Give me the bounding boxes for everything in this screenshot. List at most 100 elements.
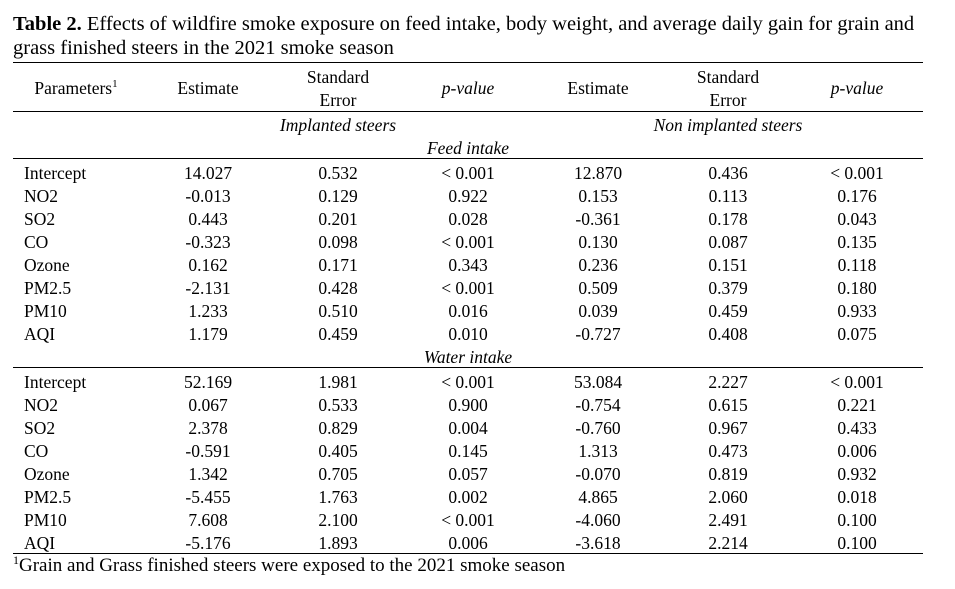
caption-label: Table 2. — [13, 13, 82, 35]
table-cell: 1.233 — [188, 301, 228, 321]
table-cell: 0.153 — [578, 186, 618, 206]
table-cell: 0.178 — [708, 209, 748, 229]
table-cell: 0.098 — [318, 232, 358, 252]
table-cell: -0.754 — [575, 395, 621, 415]
header-parameters-sup: 1 — [112, 78, 118, 90]
table-cell: -0.323 — [185, 232, 231, 252]
table-cell: 0.113 — [708, 186, 748, 206]
row-parameter: Ozone — [24, 464, 70, 484]
table-cell: 0.129 — [318, 186, 358, 206]
row-parameter: PM2.5 — [24, 487, 72, 507]
table-cell: 0.443 — [188, 209, 228, 229]
table-cell: 0.201 — [318, 209, 358, 229]
table-cell: 2.491 — [708, 510, 748, 530]
table-cell: 0.067 — [188, 395, 228, 415]
table-cell: 0.075 — [837, 324, 877, 344]
header-pvalue-implanted: p-value — [441, 78, 495, 98]
row-parameter: NO2 — [24, 186, 59, 206]
section-rule — [13, 367, 923, 368]
table-cell: 0.705 — [318, 464, 358, 484]
table-cell: 0.162 — [188, 255, 228, 275]
table-cell: -0.591 — [185, 441, 231, 461]
table-cell: -3.618 — [575, 533, 621, 553]
table-cell: 0.509 — [578, 278, 618, 298]
table-cell: 0.151 — [708, 255, 748, 275]
table-cell: 0.379 — [708, 278, 748, 298]
header-stderr-implanted-line1: Standard — [306, 67, 370, 87]
table-cell: 0.018 — [837, 487, 877, 507]
caption-text: Effects of wildfire smoke exposure on fe… — [13, 13, 915, 59]
table-cell: 1.981 — [318, 372, 358, 392]
row-parameter: CO — [24, 232, 49, 252]
table-caption: Table 2. Effects of wildfire smoke expos… — [13, 12, 948, 60]
table-cell: < 0.001 — [830, 372, 884, 392]
footnote: 1Grain and Grass finished steers were ex… — [13, 554, 566, 577]
table-cell: -5.176 — [185, 533, 231, 553]
table-cell: 0.006 — [448, 533, 488, 553]
table-cell: 1.342 — [188, 464, 228, 484]
table-cell: 0.057 — [448, 464, 488, 484]
table-cell: 0.900 — [448, 395, 488, 415]
table-cell: -0.727 — [575, 324, 621, 344]
table-cell: 0.135 — [837, 232, 877, 252]
table-cell: 0.829 — [318, 418, 358, 438]
table-cell: -0.013 — [185, 186, 231, 206]
table-cell: -2.131 — [185, 278, 231, 298]
row-parameter: PM2.5 — [24, 278, 72, 298]
table-cell: 0.615 — [708, 395, 748, 415]
table-cell: 0.408 — [708, 324, 748, 344]
table-cell: 7.608 — [188, 510, 228, 530]
row-parameter: AQI — [24, 533, 56, 553]
bottom-rule — [13, 553, 923, 554]
table-cell: 0.043 — [837, 209, 877, 229]
row-parameter: Ozone — [24, 255, 70, 275]
table-cell: 0.967 — [708, 418, 748, 438]
table-cell: -0.361 — [575, 209, 621, 229]
table-cell: 0.932 — [837, 464, 877, 484]
table-cell: 0.436 — [708, 163, 748, 183]
row-parameter: SO2 — [24, 209, 56, 229]
table-cell: 2.100 — [318, 510, 358, 530]
table-cell: -5.455 — [185, 487, 231, 507]
table-cell: < 0.001 — [441, 510, 495, 530]
table-cell: 0.016 — [448, 301, 488, 321]
header-stderr-non-implanted-line2: Error — [709, 90, 747, 110]
header-estimate-non-implanted: Estimate — [567, 78, 629, 98]
table-cell: < 0.001 — [441, 278, 495, 298]
table-cell: 0.002 — [448, 487, 488, 507]
top-rule — [13, 62, 923, 63]
table-cell: 0.221 — [837, 395, 877, 415]
table-cell: 0.087 — [708, 232, 748, 252]
table-cell: -4.060 — [575, 510, 621, 530]
table-cell: 0.532 — [318, 163, 358, 183]
section-title: Water intake — [423, 347, 513, 367]
table-cell: 0.428 — [318, 278, 358, 298]
table-cell: < 0.001 — [830, 163, 884, 183]
row-parameter: SO2 — [24, 418, 56, 438]
table-cell: 52.169 — [183, 372, 233, 392]
table-cell: < 0.001 — [441, 232, 495, 252]
header-stderr-implanted-line2: Error — [319, 90, 357, 110]
header-pvalue-non-implanted: p-value — [830, 78, 884, 98]
footnote-text: Grain and Grass finished steers were exp… — [19, 555, 566, 576]
table-cell: 0.819 — [708, 464, 748, 484]
table-cell: 0.028 — [448, 209, 488, 229]
header-stderr-non-implanted-line1: Standard — [696, 67, 760, 87]
group-non-implanted: Non implanted steers — [653, 115, 803, 135]
table-cell: 0.405 — [318, 441, 358, 461]
table-cell: 0.236 — [578, 255, 618, 275]
table-cell: 0.004 — [448, 418, 488, 438]
table-cell: 1.893 — [318, 533, 358, 553]
header-parameters: Parameters1 — [34, 78, 118, 98]
table-cell: < 0.001 — [441, 372, 495, 392]
table-cell: 2.060 — [708, 487, 748, 507]
table-cell: 0.010 — [448, 324, 488, 344]
row-parameter: CO — [24, 441, 49, 461]
table-cell: 1.313 — [578, 441, 618, 461]
row-parameter: NO2 — [24, 395, 59, 415]
table-cell: 0.145 — [448, 441, 488, 461]
table-cell: 0.118 — [837, 255, 877, 275]
table-cell: 0.343 — [448, 255, 488, 275]
row-parameter: Intercept — [24, 372, 87, 392]
table-cell: 0.459 — [318, 324, 358, 344]
